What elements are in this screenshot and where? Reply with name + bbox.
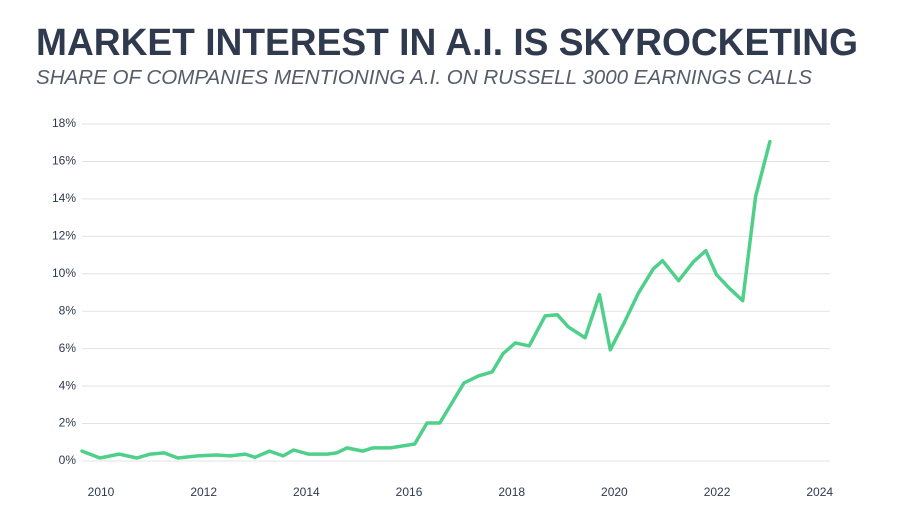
- x-tick-label: 2014: [293, 485, 320, 499]
- y-tick-label: 16%: [52, 154, 76, 168]
- y-tick-label: 2%: [59, 416, 77, 430]
- y-tick-label: 14%: [52, 191, 76, 205]
- x-tick-label: 2020: [601, 485, 628, 499]
- chart-subtitle: SHARE OF COMPANIES MENTIONING A.I. ON RU…: [36, 67, 813, 89]
- y-tick-label: 6%: [59, 341, 77, 355]
- y-tick-label: 0%: [59, 453, 77, 467]
- y-tick-label: 8%: [59, 303, 77, 317]
- x-tick-label: 2022: [704, 485, 731, 499]
- y-tick-label: 4%: [59, 378, 77, 392]
- y-tick-label: 10%: [52, 266, 76, 280]
- x-tick-label: 2024: [806, 485, 833, 499]
- x-tick-label: 2018: [498, 485, 525, 499]
- chart-title: MARKET INTEREST IN A.I. IS SKYROCKETING: [36, 22, 858, 64]
- x-tick-label: 2012: [190, 485, 217, 499]
- data-line: [80, 139, 772, 460]
- y-tick-label: 12%: [52, 229, 76, 243]
- x-tick-label: 2016: [396, 485, 423, 499]
- y-tick-label: 18%: [52, 116, 76, 130]
- x-tick-label: 2010: [88, 485, 115, 499]
